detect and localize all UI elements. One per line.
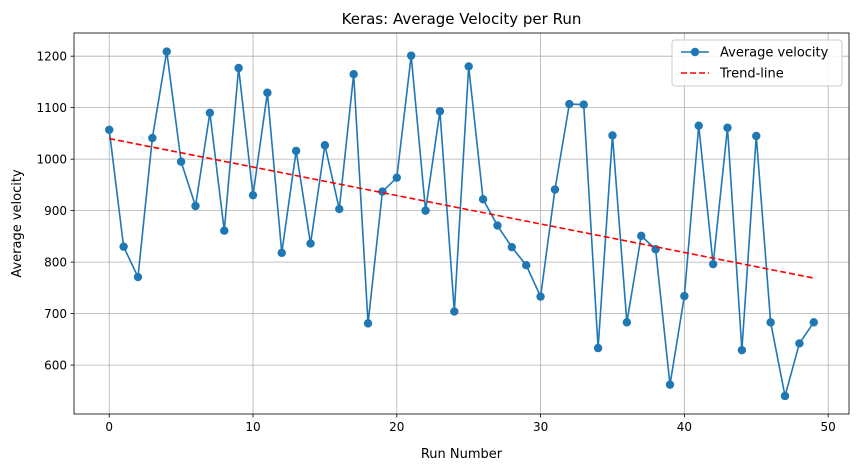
legend: Average velocity Trend-line	[671, 39, 843, 87]
velocity-data-point	[694, 121, 703, 130]
y-tick-label: 800	[44, 256, 67, 270]
velocity-data-point	[148, 133, 157, 143]
velocity-data-point	[248, 190, 258, 200]
chart-title: Keras: Average Velocity per Run	[342, 10, 582, 28]
velocity-data-point	[708, 259, 718, 269]
velocity-data-point	[680, 291, 689, 301]
grid	[74, 33, 849, 414]
velocity-data-point	[766, 318, 775, 327]
velocity-data-point	[263, 88, 272, 97]
velocity-data-point	[220, 226, 229, 235]
velocity-data-point	[550, 185, 560, 194]
y-tick-label: 1000	[36, 153, 67, 167]
velocity-data-point	[809, 318, 818, 327]
velocity-data-point	[392, 173, 401, 182]
velocity-data-point	[234, 63, 243, 73]
series-layer	[105, 47, 818, 401]
x-axis-label: Run Number	[421, 447, 503, 462]
velocity-data-point	[133, 272, 143, 282]
x-tick-label: 20	[389, 420, 404, 434]
velocity-data-point	[363, 319, 373, 328]
velocity-data-point	[522, 261, 531, 270]
velocity-data-point	[349, 69, 358, 79]
velocity-data-point	[593, 343, 603, 353]
y-tick-label: 1200	[36, 50, 67, 64]
velocity-data-point	[277, 248, 286, 258]
velocity-data-point	[162, 47, 171, 56]
velocity-data-point	[119, 242, 128, 251]
velocity-data-point	[665, 380, 675, 389]
legend-label: Average velocity	[720, 46, 829, 61]
velocity-data-point	[421, 206, 430, 215]
velocity-data-point	[191, 201, 200, 211]
x-tick-label: 30	[533, 420, 548, 434]
velocity-data-point	[493, 221, 502, 230]
velocity-data-point	[507, 242, 517, 252]
velocity-data-point	[579, 100, 588, 109]
velocity-data-point	[406, 51, 416, 60]
velocity-data-point	[536, 292, 545, 301]
y-tick-label: 1100	[36, 101, 67, 115]
velocity-data-point	[478, 195, 488, 204]
velocity-data-point	[723, 123, 732, 132]
velocity-series-line	[108, 51, 815, 397]
trend-line	[109, 137, 814, 279]
legend-label: Trend-line	[719, 67, 784, 82]
x-tick-label: 40	[677, 420, 692, 434]
velocity-data-point	[306, 239, 315, 248]
y-tick-label: 600	[44, 359, 67, 373]
velocity-data-point	[565, 99, 574, 109]
velocity-data-point	[737, 345, 747, 355]
legend-velocity-marker	[690, 47, 700, 57]
velocity-data-point	[435, 107, 445, 116]
x-tick-label: 50	[821, 420, 836, 434]
velocity-data-point	[450, 307, 459, 316]
velocity-data-point	[320, 141, 330, 150]
velocity-data-point	[608, 131, 617, 140]
velocity-data-point	[795, 339, 804, 348]
velocity-data-point	[622, 318, 632, 327]
velocity-data-point	[780, 391, 790, 401]
velocity-data-point	[335, 204, 344, 214]
y-tick-label: 900	[44, 204, 67, 218]
velocity-data-point	[752, 131, 761, 141]
y-tick-label: 700	[44, 307, 67, 321]
velocity-data-point	[464, 62, 473, 71]
axes-frame	[73, 32, 850, 415]
velocity-data-point	[105, 125, 114, 134]
y-axis-label: Average velocity	[10, 169, 25, 278]
velocity-data-point	[291, 146, 301, 156]
velocity-data-point	[205, 108, 215, 118]
x-tick-label: 0	[105, 420, 113, 434]
velocity-data-point	[176, 157, 186, 166]
legend-box	[671, 39, 843, 87]
ticks: 0 10 20 30 40 50 600 700 800 900 1000 1100 1200	[36, 50, 835, 434]
x-tick-label: 10	[245, 420, 260, 434]
velocity-data-point	[637, 231, 646, 241]
